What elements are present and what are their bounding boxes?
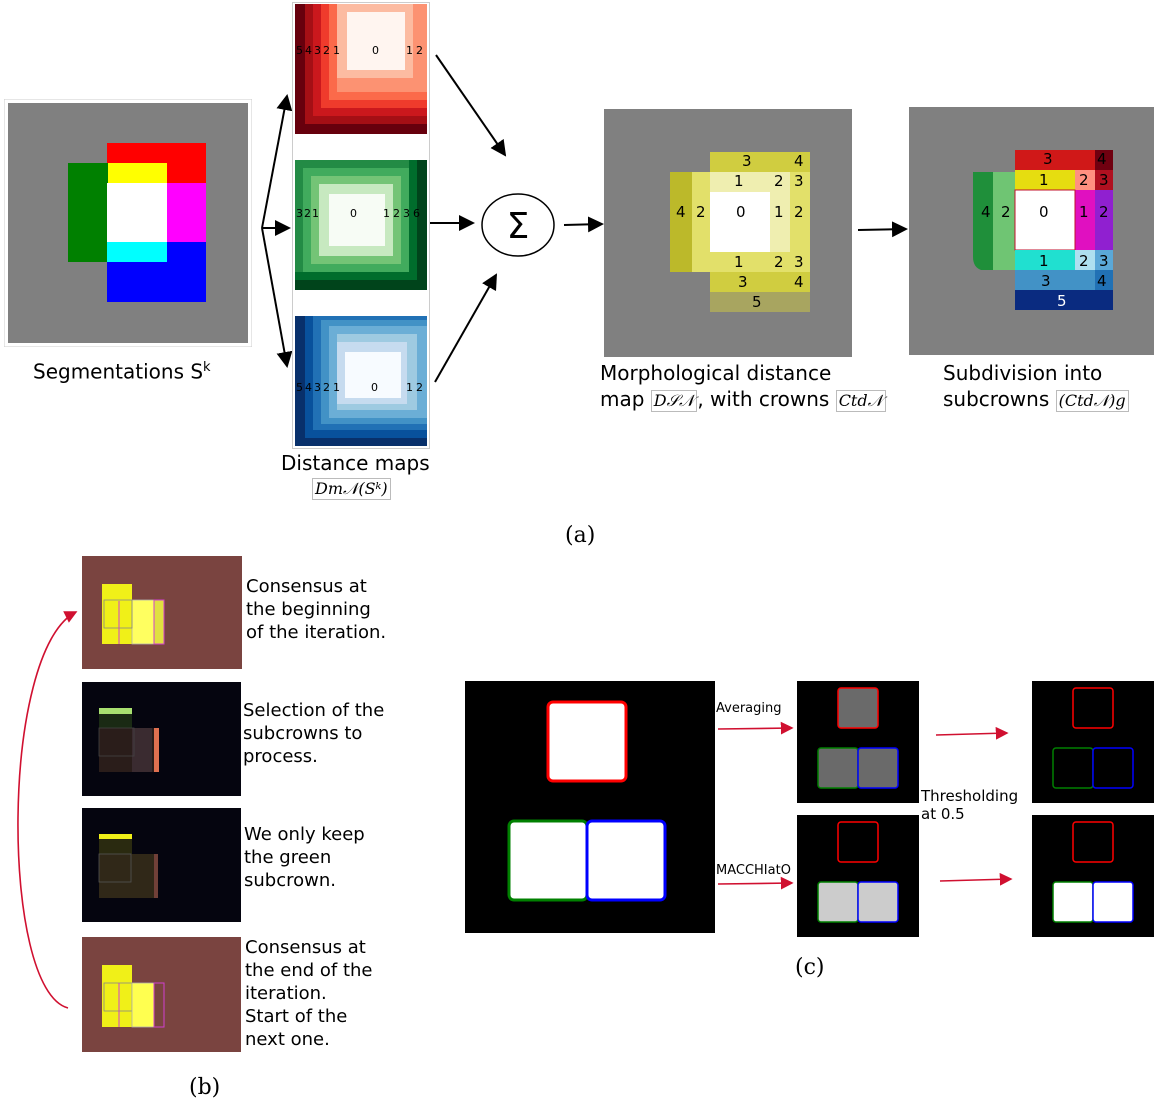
svg-text:4: 4	[794, 273, 804, 291]
svg-text:2: 2	[794, 203, 804, 221]
thresholding-label: Thresholding at 0.5	[921, 787, 1019, 823]
macchiato-result-image	[797, 815, 919, 937]
svg-text:5: 5	[752, 293, 762, 311]
svg-text:3: 3	[1099, 252, 1109, 270]
distance-maps-math: Dm𝒩(Sᵏ)	[312, 478, 391, 500]
svg-text:1: 1	[333, 44, 340, 57]
svg-text:1: 1	[1039, 171, 1049, 189]
svg-text:1: 1	[734, 172, 744, 190]
svg-text:4: 4	[676, 203, 686, 221]
panel-a-arrows	[261, 54, 908, 383]
svg-text:3: 3	[403, 207, 410, 220]
svg-text:4: 4	[794, 152, 804, 170]
svg-text:2: 2	[774, 172, 784, 190]
svg-text:4: 4	[1097, 272, 1107, 290]
svg-text:1: 1	[312, 207, 319, 220]
svg-text:3: 3	[1043, 150, 1053, 168]
svg-text:0: 0	[350, 207, 357, 220]
svg-text:6: 6	[413, 207, 420, 220]
svg-text:5: 5	[1057, 292, 1067, 310]
svg-text:5: 5	[296, 381, 303, 394]
svg-text:1: 1	[1079, 203, 1089, 221]
svg-text:3: 3	[794, 253, 804, 271]
averaging-label: Averaging	[716, 701, 782, 716]
svg-text:3: 3	[794, 172, 804, 190]
distance-map-green: 3 2 1 0 1 2 3 6	[295, 160, 427, 290]
sum-node: Σ	[481, 193, 555, 257]
caption-a: (a)	[565, 523, 596, 548]
consensus-begin-image	[82, 556, 242, 669]
svg-text:0: 0	[371, 381, 378, 394]
svg-text:0: 0	[736, 203, 746, 221]
svg-text:3: 3	[314, 381, 321, 394]
caption-c: (c)	[795, 955, 825, 980]
subdiv-label-line2: subcrowns (Ctd𝒩)g	[943, 388, 1129, 412]
svg-text:5: 5	[296, 44, 303, 57]
thresholded-averaging-image	[1032, 681, 1154, 803]
svg-text:1: 1	[774, 203, 784, 221]
svg-text:2: 2	[1079, 171, 1089, 189]
svg-text:2: 2	[774, 253, 784, 271]
segmentations-image	[4, 99, 252, 347]
caption-b: (b)	[189, 1075, 221, 1100]
svg-text:2: 2	[393, 207, 400, 220]
svg-text:1: 1	[333, 381, 340, 394]
svg-text:2: 2	[696, 203, 706, 221]
svg-text:3: 3	[296, 207, 303, 220]
svg-text:2: 2	[323, 44, 330, 57]
svg-text:3: 3	[1099, 171, 1109, 189]
iteration-loop-arrow	[17, 611, 78, 1009]
svg-text:2: 2	[1099, 203, 1109, 221]
input-segmentation-image	[465, 681, 715, 933]
svg-text:1: 1	[406, 381, 413, 394]
step3-text: We only keep the green subcrown.	[244, 824, 365, 891]
svg-text:1: 1	[406, 44, 413, 57]
keep-green-subcrown-image	[82, 808, 241, 922]
svg-text:3: 3	[1041, 272, 1051, 290]
svg-text:3: 3	[738, 273, 748, 291]
svg-text:2: 2	[323, 381, 330, 394]
svg-text:3: 3	[742, 152, 752, 170]
thresholded-macchiato-image	[1032, 815, 1154, 937]
svg-text:4: 4	[305, 44, 312, 57]
morph-label-line1: Morphological distance	[600, 361, 832, 385]
distance-maps-label: Distance maps	[281, 451, 430, 475]
segmentations-label: Segmentations Sk	[33, 359, 211, 384]
svg-text:4: 4	[981, 203, 991, 221]
consensus-end-image	[82, 937, 241, 1052]
subdiv-label-line1: Subdivision into	[943, 361, 1103, 385]
subcrown-selection-image	[82, 682, 241, 796]
step2-text: Selection of the subcrowns to process.	[243, 700, 385, 767]
svg-text:2: 2	[416, 44, 423, 57]
svg-text:0: 0	[1039, 203, 1049, 221]
svg-text:2: 2	[416, 381, 423, 394]
averaging-result-image	[797, 681, 919, 803]
svg-text:3: 3	[314, 44, 321, 57]
morph-label-line2: map D𝒮𝒩, with crowns Ctd𝒩	[600, 388, 886, 412]
svg-text:1: 1	[734, 253, 744, 271]
svg-text:4: 4	[305, 381, 312, 394]
svg-text:0: 0	[372, 44, 379, 57]
step4-text: Consensus at the end of the iteration. S…	[245, 937, 373, 1050]
sum-symbol: Σ	[507, 206, 530, 247]
step1-text: Consensus at the beginning of the iterat…	[246, 576, 387, 643]
svg-text:2: 2	[304, 207, 311, 220]
distance-map-red: 5 4 3 2 1 0 1 2	[295, 4, 427, 134]
distance-map-blue: 5 4 3 2 1 0 1 2	[295, 316, 427, 446]
morphological-distance-map: 3 4 1 2 3 4 2 0 1 2 1 2 3 3 4 5	[604, 109, 852, 357]
svg-text:1: 1	[383, 207, 390, 220]
macchiato-label: MACCHIatO	[716, 863, 791, 878]
subcrowns-map: 3 4 1 2 3 4 2 0 1 2 1 2 3 3 4 5	[909, 107, 1154, 355]
panel-c-arrows	[717, 721, 1013, 890]
svg-text:1: 1	[1039, 252, 1049, 270]
svg-text:4: 4	[1097, 150, 1107, 168]
svg-text:2: 2	[1079, 252, 1089, 270]
svg-text:2: 2	[1001, 203, 1011, 221]
